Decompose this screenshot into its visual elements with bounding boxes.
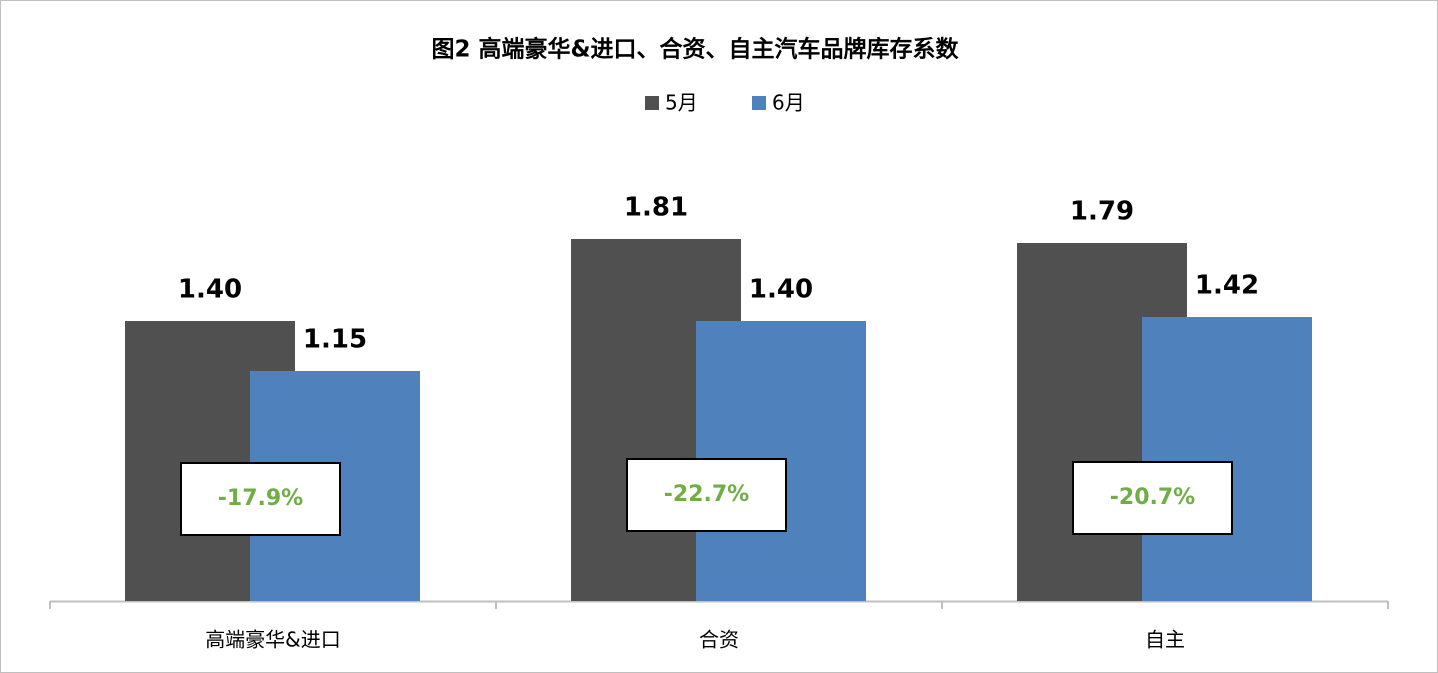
legend-swatch: [752, 96, 766, 110]
value-label: 1.40: [178, 275, 242, 305]
value-label: 1.15: [303, 325, 367, 355]
legend-label: 6月: [772, 91, 805, 115]
value-label: 1.42: [1195, 271, 1259, 301]
x-tick-label: 合资: [699, 628, 739, 652]
legend-label: 5月: [665, 91, 698, 115]
chart-title: 图2 高端豪华&进口、合资、自主汽车品牌库存系数: [431, 36, 959, 63]
x-tick-label: 高端豪华&进口: [205, 628, 341, 652]
annotation: -17.9%: [218, 486, 303, 511]
annotation: -20.7%: [1110, 485, 1195, 510]
legend-swatch: [645, 96, 659, 110]
value-label: 1.79: [1070, 197, 1134, 227]
value-label: 1.81: [624, 193, 688, 223]
annotation-box: [626, 458, 787, 532]
annotation-box: [180, 462, 341, 536]
x-tick-label: 自主: [1145, 628, 1185, 652]
bar: [1142, 317, 1312, 601]
annotation: -22.7%: [664, 482, 749, 507]
value-label: 1.40: [749, 275, 813, 305]
annotation-box: [1072, 461, 1233, 535]
